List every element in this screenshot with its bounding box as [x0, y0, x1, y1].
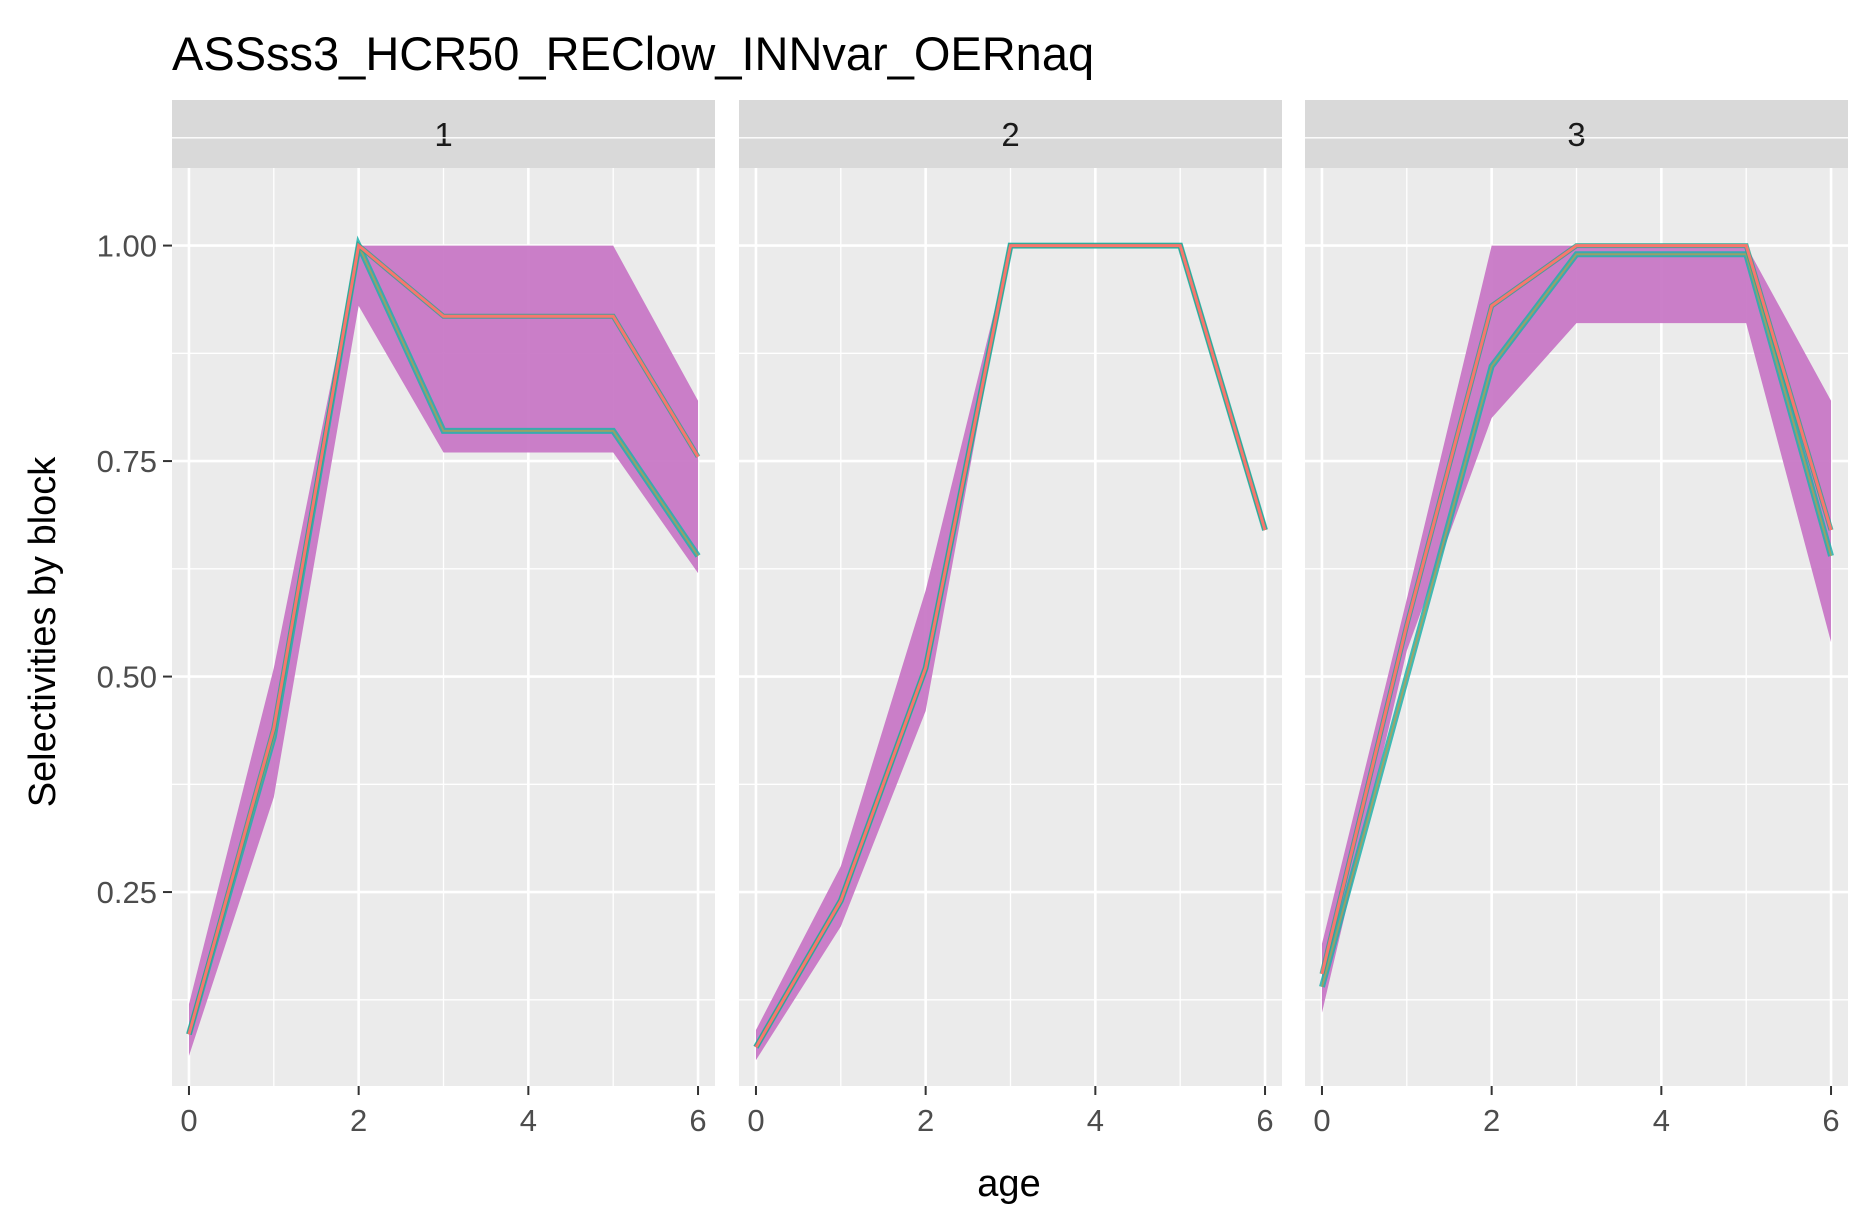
facet-strip-label: 3	[1567, 116, 1585, 153]
selectivity-band	[188, 245, 699, 1056]
y-axis-label: Selectivities by block	[22, 456, 64, 808]
x-tick-label: 0	[747, 1103, 764, 1138]
facet-panel-2: 2 0 2 4 6	[739, 100, 1282, 1138]
y-tick-label: 0.50	[97, 660, 157, 695]
facet-panel-1: 1 0 2 4 6 0.25 0.50 0.75 1.00	[97, 100, 715, 1138]
x-tick-label: 2	[917, 1103, 934, 1138]
x-tick-label: 6	[1256, 1103, 1273, 1138]
x-tick-label: 0	[1313, 1103, 1330, 1138]
facet-strip	[1305, 100, 1848, 168]
selectivity-band	[1321, 245, 1832, 1013]
y-tick-label: 0.75	[97, 444, 157, 479]
x-tick-label: 6	[689, 1103, 706, 1138]
series-line-median	[754, 244, 1267, 1048]
facet-strip-label: 2	[1001, 116, 1019, 153]
series-line-median	[1320, 244, 1833, 975]
x-tick-label: 0	[180, 1103, 197, 1138]
x-tick-label: 4	[520, 1103, 537, 1138]
facet-strip	[172, 100, 715, 168]
x-tick-label: 4	[1087, 1103, 1104, 1138]
x-tick-label: 2	[350, 1103, 367, 1138]
x-axis-label: age	[977, 1163, 1040, 1205]
series-line-median	[187, 242, 700, 1035]
chart-title: ASSss3_HCR50_REClow_INNvar_OERnaq	[172, 27, 1094, 80]
selectivity-band	[755, 245, 1266, 1061]
y-tick-label: 1.00	[97, 229, 157, 264]
panels-layer: 1 0 2 4 6 0.25 0.50 0.75 1.00 2 0 2 4 6 3 0 2 4 6	[97, 100, 1848, 1138]
facet-panel-3: 3 0 2 4 6	[1305, 100, 1848, 1138]
x-tick-label: 6	[1822, 1103, 1839, 1138]
x-tick-label: 2	[1483, 1103, 1500, 1138]
x-tick-label: 4	[1653, 1103, 1670, 1138]
facet-strip	[739, 100, 1282, 168]
facet-strip-label: 1	[434, 116, 452, 153]
y-tick-label: 0.25	[97, 875, 157, 910]
